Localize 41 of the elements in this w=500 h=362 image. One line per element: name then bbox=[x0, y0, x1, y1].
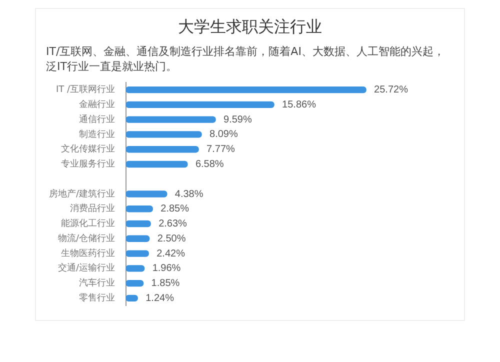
y-tick-label: 文化传媒行业 bbox=[61, 144, 116, 155]
data-label: 4.38% bbox=[174, 188, 204, 200]
y-tick-label: 生物医药行业 bbox=[61, 248, 116, 259]
data-label: 1.85% bbox=[151, 278, 180, 290]
data-label: 1.24% bbox=[146, 292, 174, 304]
y-tick-label: 能源化工行业 bbox=[61, 218, 116, 230]
bar bbox=[126, 250, 149, 257]
bar bbox=[126, 131, 202, 138]
chart-title: 大学生求职关注行业 bbox=[177, 17, 323, 38]
chart-subtitle: IT/互联网、金融、通信及制造行业排名靠前，随着AI、大数据、人工智能的兴起，泛IT行业一直是就业热门。 bbox=[46, 44, 446, 74]
bar bbox=[126, 160, 188, 168]
y-tick-label: IT /互联网行业 bbox=[56, 84, 116, 96]
bar bbox=[126, 116, 216, 123]
bar bbox=[126, 101, 274, 108]
y-tick-label: 物流/仓储行业 bbox=[58, 232, 116, 244]
y-tick-label: 消费品行业 bbox=[70, 203, 116, 214]
y-tick-label: 制造行业 bbox=[79, 128, 116, 140]
bar bbox=[126, 206, 153, 212]
data-label: 1.96% bbox=[152, 263, 181, 274]
bar bbox=[126, 146, 199, 153]
y-tick-label: 交通/运输行业 bbox=[58, 262, 116, 274]
data-label: 15.86% bbox=[282, 99, 316, 110]
y-tick-label: 房地产/建筑行业 bbox=[48, 188, 116, 200]
bar bbox=[126, 220, 151, 228]
data-label: 2.85% bbox=[160, 204, 190, 215]
bar bbox=[126, 190, 168, 198]
y-tick-label: 专业服务行业 bbox=[61, 158, 116, 170]
data-label: 6.58% bbox=[195, 158, 224, 170]
data-label: 9.59% bbox=[224, 114, 252, 126]
data-label: 8.09% bbox=[210, 129, 238, 140]
bar bbox=[126, 235, 150, 242]
data-label: 2.50% bbox=[157, 233, 186, 244]
data-label: 2.63% bbox=[158, 218, 188, 230]
y-tick-label: 汽车行业 bbox=[79, 278, 116, 289]
data-label: 2.42% bbox=[156, 248, 186, 260]
data-label: 7.77% bbox=[206, 144, 236, 156]
bar bbox=[126, 86, 366, 94]
y-tick-label: 零售行业 bbox=[79, 292, 116, 304]
data-label: 25.72% bbox=[374, 84, 408, 96]
y-tick-label: 金融行业 bbox=[79, 99, 116, 110]
y-tick-label: 通信行业 bbox=[79, 114, 116, 125]
